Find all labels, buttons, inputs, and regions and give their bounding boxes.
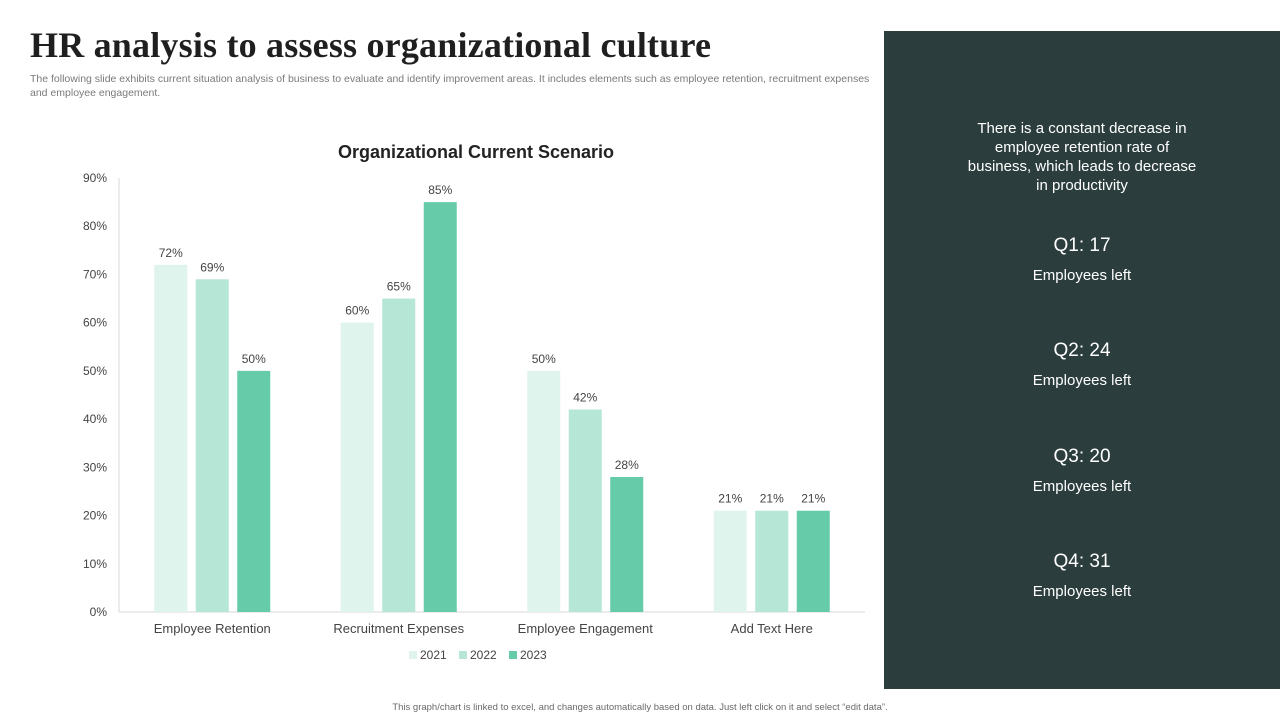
bar-recruitment-expenses-2021 xyxy=(340,322,374,612)
bar-chart: Organizational Current Scenario 0% 10% 20% 3… xyxy=(83,142,865,662)
quarter-q2-sub: Employees left xyxy=(1032,372,1132,389)
bar-employee-retention-2023 xyxy=(237,370,271,612)
data-label-add-text-here-2023: 21% xyxy=(801,492,825,506)
quarter-q4-sub: Employees left xyxy=(1032,583,1132,600)
y-tick-label: 50% xyxy=(83,364,107,378)
y-tick-label: 0% xyxy=(90,605,108,619)
quarter-q2-heading: Q2: 24 xyxy=(1053,340,1111,361)
y-tick-label: 10% xyxy=(83,557,107,571)
bar-add-text-here-2021 xyxy=(713,510,747,612)
quarter-q3: Q3: 20 Employees left xyxy=(884,446,1280,496)
data-label-recruitment-expenses-2021: 60% xyxy=(345,304,369,318)
data-label-employee-retention-2022: 69% xyxy=(200,260,224,274)
data-label-recruitment-expenses-2022: 65% xyxy=(387,280,411,294)
bar-employee-retention-2022 xyxy=(195,279,229,612)
bar-employee-retention-2021 xyxy=(154,264,188,612)
bar-add-text-here-2023 xyxy=(796,510,830,612)
y-tick-label: 40% xyxy=(83,412,107,426)
x-tick-label: Recruitment Expenses xyxy=(333,621,464,636)
bar-employee-engagement-2023 xyxy=(610,476,644,612)
legend-label-2023: 2023 xyxy=(520,648,547,662)
bar-recruitment-expenses-2023 xyxy=(423,202,457,612)
y-tick-label: 60% xyxy=(83,316,107,330)
data-label-recruitment-expenses-2023: 85% xyxy=(428,183,452,197)
quarter-q3-sub: Employees left xyxy=(1032,478,1132,495)
bar-recruitment-expenses-2022 xyxy=(382,298,416,612)
insight-panel: There is a constant decrease in employee… xyxy=(884,31,1280,689)
data-label-employee-retention-2021: 72% xyxy=(159,246,183,260)
legend-label-2022: 2022 xyxy=(470,648,497,662)
chart-title: Organizational Current Scenario xyxy=(338,142,614,162)
data-label-employee-engagement-2023: 28% xyxy=(615,458,639,472)
y-tick-label: 20% xyxy=(83,509,107,523)
quarter-q2: Q2: 24 Employees left xyxy=(884,340,1280,390)
quarter-q4-heading: Q4: 31 xyxy=(1053,551,1111,572)
quarter-q4: Q4: 31 Employees left xyxy=(884,551,1280,601)
y-tick-label: 90% xyxy=(83,171,107,185)
quarter-q1: Q1: 17 Employees left xyxy=(884,235,1280,285)
footer-note: This graph/chart is linked to excel, and… xyxy=(392,702,888,713)
page-subtitle: The following slide exhibits current sit… xyxy=(30,73,870,99)
data-label-employee-engagement-2021: 50% xyxy=(532,352,556,366)
x-tick-label: Employee Engagement xyxy=(518,621,654,636)
quarter-q1-sub: Employees left xyxy=(1032,267,1132,284)
y-tick-label: 80% xyxy=(83,219,107,233)
data-label-add-text-here-2021: 21% xyxy=(718,492,742,506)
x-tick-label: Add Text Here xyxy=(731,621,813,636)
y-tick-label: 70% xyxy=(83,267,107,281)
data-label-employee-engagement-2022: 42% xyxy=(573,390,597,404)
x-tick-label: Employee Retention xyxy=(154,621,271,636)
legend-swatch-2023 xyxy=(509,651,517,659)
bar-employee-engagement-2021 xyxy=(527,370,561,612)
y-tick-label: 30% xyxy=(83,460,107,474)
quarter-q1-heading: Q1: 17 xyxy=(1053,235,1111,256)
data-label-employee-retention-2023: 50% xyxy=(242,352,266,366)
bar-add-text-here-2022 xyxy=(755,510,789,612)
page-title: HR analysis to assess organizational cul… xyxy=(30,25,712,65)
legend-swatch-2021 xyxy=(409,651,417,659)
legend-label-2021: 2021 xyxy=(420,648,447,662)
bar-employee-engagement-2022 xyxy=(568,409,602,612)
legend-swatch-2022 xyxy=(459,651,467,659)
data-label-add-text-here-2022: 21% xyxy=(760,492,784,506)
panel-note: There is a constant decrease in employee… xyxy=(967,120,1197,194)
quarter-q3-heading: Q3: 20 xyxy=(1053,446,1111,467)
